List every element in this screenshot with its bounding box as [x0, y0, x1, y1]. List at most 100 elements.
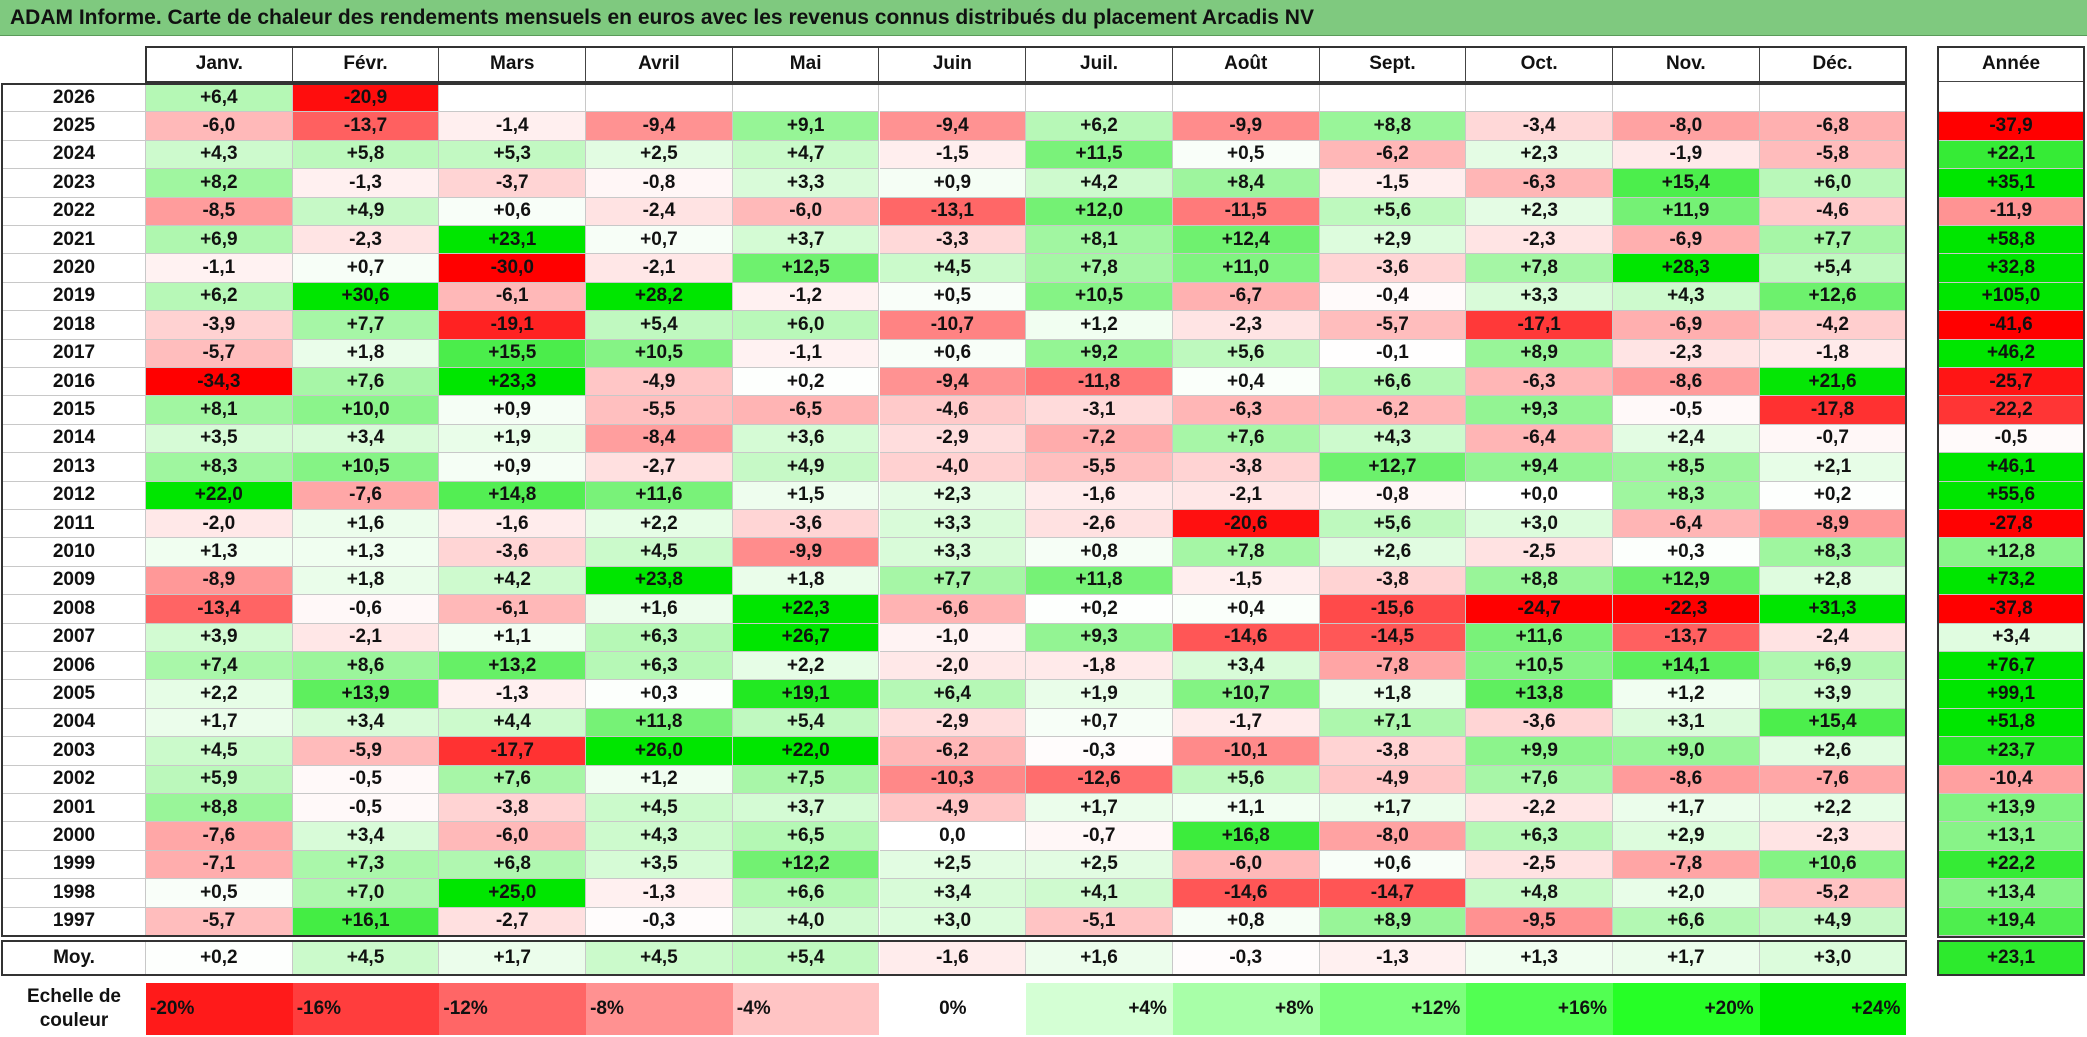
heat-cell: -7,8 [1613, 850, 1760, 880]
heat-cell: -6,2 [1319, 140, 1467, 170]
heat-cell: +8,8 [146, 794, 293, 823]
heat-cell: -1,3 [439, 680, 587, 709]
heat-cell: +2,1 [1759, 453, 1907, 482]
year-label: 2018 [2, 311, 146, 340]
heat-cell: -2,4 [586, 197, 733, 226]
heat-cell: -2,3 [1466, 226, 1613, 255]
average-cell: -0,3 [1172, 941, 1320, 975]
heat-cell: +6,4 [879, 680, 1027, 709]
heat-cell: +8,9 [1466, 339, 1613, 368]
heat-cell: -2,2 [1466, 794, 1613, 823]
heat-cell: -2,5 [1466, 538, 1613, 567]
heat-cell: -6,0 [732, 197, 880, 226]
heat-cell: +3,4 [1172, 652, 1320, 681]
heat-cell: +15,4 [1613, 169, 1760, 198]
heat-cell: -3,9 [146, 311, 293, 340]
heat-cell: +8,6 [292, 652, 440, 681]
year-label: 1997 [2, 907, 146, 936]
heat-cell: +0,4 [1172, 595, 1320, 624]
heat-cell: +3,3 [879, 538, 1027, 567]
year-label: 2020 [2, 254, 146, 283]
average-cell: +1,3 [1466, 941, 1613, 975]
heat-cell: +8,8 [1319, 112, 1467, 141]
heat-cell: +26,7 [732, 623, 880, 652]
year-label: 2014 [2, 424, 146, 454]
year-label: 2017 [2, 339, 146, 368]
heat-cell: -17,8 [1759, 396, 1907, 425]
heat-cell: -19,1 [439, 311, 587, 340]
heat-cell: -14,7 [1319, 879, 1467, 908]
heat-cell: +4,3 [1613, 282, 1760, 312]
year-label: 2005 [2, 680, 146, 709]
heat-cell: -6,9 [1613, 311, 1760, 340]
month-header: Sept. [1319, 46, 1467, 82]
heat-cell: -8,9 [1759, 510, 1907, 539]
heat-cell: +7,6 [1466, 765, 1613, 794]
annual-cell: +3,4 [1938, 623, 2084, 652]
heat-cell: +6,8 [439, 850, 587, 880]
heat-cell: +0,6 [879, 339, 1027, 368]
heat-cell: +4,7 [732, 140, 880, 170]
annual-cell: +13,4 [1938, 879, 2084, 908]
heat-cell: -7,1 [146, 850, 293, 880]
scale-step: +20% [1613, 983, 1760, 1035]
heat-cell: +7,6 [292, 368, 440, 397]
heat-cell [1613, 84, 1760, 113]
scale-step: -8% [586, 983, 733, 1035]
annual-cell: -10,4 [1938, 765, 2084, 794]
annual-cell: +105,0 [1938, 282, 2084, 312]
scale-step: +8% [1172, 983, 1320, 1035]
heat-cell: -6,9 [1613, 226, 1760, 255]
heat-cell: +6,6 [732, 879, 880, 908]
heat-cell: +7,0 [292, 879, 440, 908]
heat-cell: +0,2 [732, 368, 880, 397]
heat-cell: +4,1 [1026, 879, 1173, 908]
annual-cell: +46,1 [1938, 453, 2084, 482]
year-label: 2016 [2, 368, 146, 397]
heat-cell: -5,7 [146, 339, 293, 368]
heat-cell: -10,3 [879, 765, 1027, 794]
heat-cell: +6,0 [1759, 169, 1907, 198]
annual-cell: +58,8 [1938, 226, 2084, 255]
heat-cell [879, 84, 1027, 113]
heat-cell: -1,1 [146, 254, 293, 283]
heat-cell: +10,5 [586, 339, 733, 368]
heat-cell: +0,6 [1319, 850, 1467, 880]
heat-cell: +11,8 [1026, 566, 1173, 596]
heat-cell: +2,6 [1759, 737, 1907, 766]
month-header: Nov. [1613, 46, 1760, 82]
heat-cell: +8,2 [146, 169, 293, 198]
heat-cell: +4,9 [732, 453, 880, 482]
heat-cell [1172, 84, 1320, 113]
heat-cell: +4,4 [439, 708, 587, 738]
heat-cell: +1,7 [1613, 794, 1760, 823]
heat-cell: +5,8 [292, 140, 440, 170]
heat-cell: 0,0 [879, 822, 1027, 851]
heat-cell: +28,3 [1613, 254, 1760, 283]
heat-cell: -17,1 [1466, 311, 1613, 340]
month-header: Juin [879, 46, 1027, 82]
heat-cell: +2,5 [586, 140, 733, 170]
heat-cell: -4,9 [879, 794, 1027, 823]
heat-cell: -4,0 [879, 453, 1027, 482]
heat-cell: +7,7 [1759, 226, 1907, 255]
heat-cell: -8,6 [1613, 765, 1760, 794]
heat-cell: +23,3 [439, 368, 587, 397]
heat-cell: -5,2 [1759, 879, 1907, 908]
heat-cell: +6,3 [586, 652, 733, 681]
heat-cell: -9,9 [1172, 112, 1320, 141]
heat-cell: -5,7 [1319, 311, 1467, 340]
heat-cell: -2,6 [1026, 510, 1173, 539]
heat-cell: +9,1 [732, 112, 880, 141]
heat-cell: -1,5 [1172, 566, 1320, 596]
heat-cell: +1,5 [732, 481, 880, 510]
heat-cell [1759, 84, 1907, 113]
heat-cell: +5,6 [1319, 197, 1467, 226]
heat-cell: -1,0 [879, 623, 1027, 652]
heat-cell: -3,8 [1172, 453, 1320, 482]
heat-cell: -7,6 [1759, 765, 1907, 794]
heat-cell: +0,8 [1172, 907, 1320, 936]
heat-cell: +10,0 [292, 396, 440, 425]
heat-cell: -6,0 [146, 112, 293, 141]
heat-cell: -8,0 [1613, 112, 1760, 141]
